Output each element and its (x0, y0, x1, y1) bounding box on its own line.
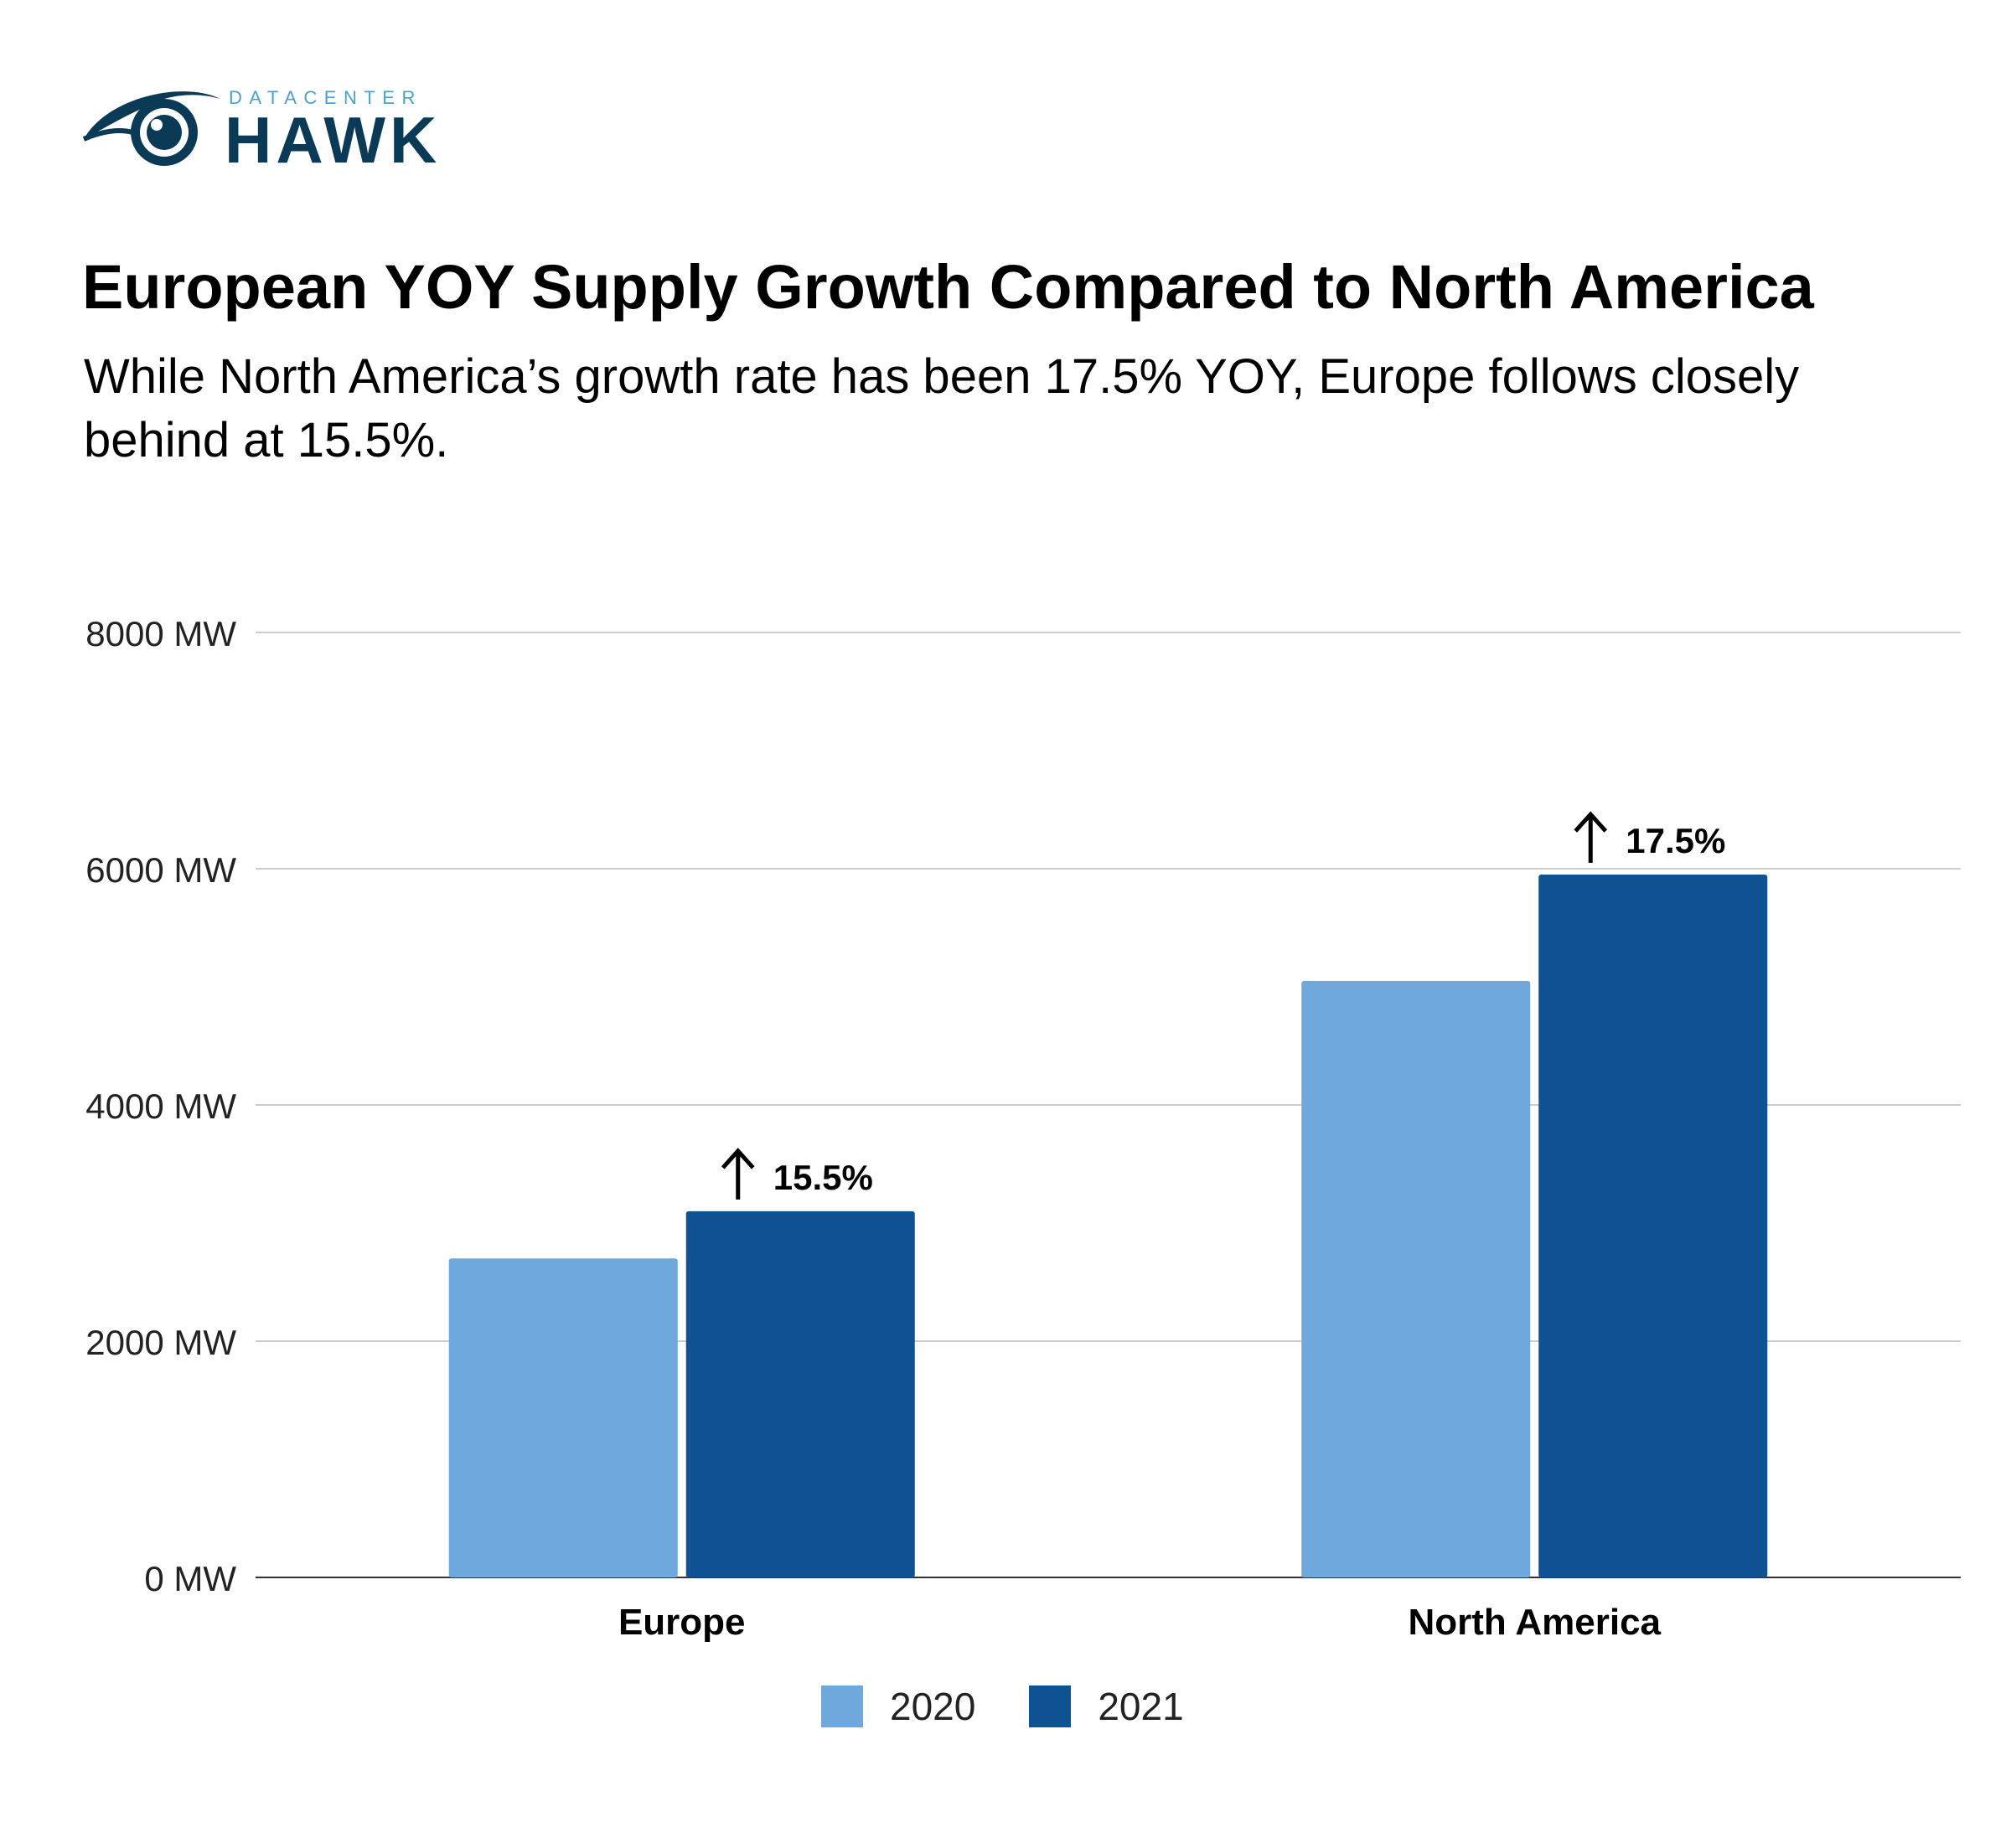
bar-2021 (1538, 875, 1768, 1577)
logo-main-text: HAWK (225, 103, 442, 177)
y-tick-label: 6000 MW (85, 850, 236, 890)
y-tick-label: 4000 MW (85, 1087, 236, 1126)
bar-2021 (685, 1210, 915, 1577)
data-label: 15.5% (773, 1158, 873, 1197)
bar-2020 (448, 1258, 678, 1577)
legend-label-2021: 2021 (1098, 1685, 1184, 1728)
chart-title: European YOY Supply Growth Compared to N… (82, 252, 1814, 322)
bar-2020 (1301, 980, 1531, 1577)
chart-subtitle: While North America’s growth rate has be… (84, 349, 1800, 467)
hawk-eye-icon (82, 91, 220, 166)
legend: 2020 2021 (821, 1684, 1238, 1729)
legend-swatch-2020 (821, 1685, 863, 1727)
y-tick-label: 8000 MW (85, 614, 236, 653)
y-tick-label: 0 MW (144, 1559, 236, 1598)
legend-label-2020: 2020 (890, 1685, 976, 1728)
logo-top-text: DATACENTER (229, 87, 422, 108)
logo: DATACENTER HAWK (82, 80, 459, 177)
y-tick-label: 2000 MW (85, 1323, 236, 1362)
x-tick-label: Europe (618, 1602, 746, 1643)
data-label: 17.5% (1626, 821, 1725, 860)
legend-item-2021: 2021 (1029, 1684, 1184, 1729)
legend-swatch-2021 (1029, 1685, 1072, 1727)
arrow-up-icon (721, 1148, 755, 1200)
legend-item-2020: 2020 (821, 1684, 975, 1729)
arrow-up-icon (1574, 811, 1608, 864)
x-tick-label: North America (1408, 1602, 1661, 1643)
